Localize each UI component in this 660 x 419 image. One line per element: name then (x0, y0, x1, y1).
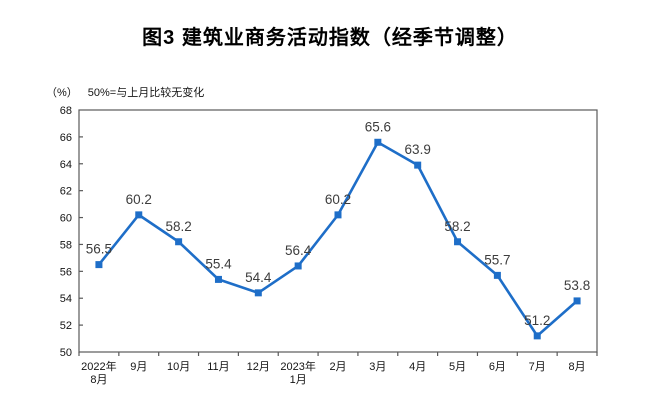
data-label: 54.4 (245, 270, 272, 285)
data-marker (175, 238, 183, 246)
data-marker (414, 161, 422, 169)
y-tick-label: 62 (60, 186, 72, 198)
plot-border (78, 109, 598, 353)
y-tick-label: 58 (60, 239, 72, 251)
data-marker (573, 297, 581, 305)
axis-unit-label: （%） (46, 87, 78, 99)
x-tick-label: 6月 (489, 361, 506, 373)
data-marker (454, 238, 462, 246)
x-tick-label: 2月 (329, 361, 346, 373)
x-tick-label: 9月 (130, 361, 147, 373)
x-tick-label: 3月 (369, 361, 386, 373)
data-marker (334, 211, 342, 219)
data-label: 56.5 (86, 242, 112, 257)
data-label: 51.2 (524, 313, 550, 328)
data-label: 58.2 (165, 219, 191, 234)
y-tick-label: 64 (60, 159, 72, 171)
y-tick-label: 54 (60, 293, 72, 305)
data-marker (135, 211, 143, 219)
data-label: 65.6 (365, 119, 391, 134)
x-tick-label: 7月 (529, 361, 546, 373)
data-label: 58.2 (444, 219, 470, 234)
data-marker (214, 275, 222, 283)
axis-note-text: 50%=与上月比较无变化 (87, 87, 205, 99)
y-tick-label: 60 (60, 213, 72, 225)
data-label: 63.9 (405, 142, 431, 157)
data-label: 53.8 (564, 278, 590, 293)
data-label: 60.2 (325, 192, 351, 207)
x-tick-label: 5月 (449, 361, 466, 373)
x-tick-label: 2023年 (280, 359, 315, 373)
x-tick-label: 2022年 (81, 359, 116, 373)
data-label: 56.4 (285, 243, 312, 258)
chart-title: 图3 建筑业商务活动指数（经季节调整） (142, 27, 518, 49)
x-tick-label: 8月 (90, 374, 107, 386)
data-marker (493, 271, 501, 279)
y-tick-label: 66 (60, 132, 72, 144)
data-line (97, 140, 579, 338)
data-marker (95, 261, 103, 269)
axis-unit-note: （%） 50%=与上月比较无变化 (46, 84, 204, 100)
y-tick-label: 50 (60, 347, 72, 359)
data-marker (374, 138, 382, 146)
data-marker (254, 289, 262, 297)
data-label: 55.4 (205, 256, 232, 271)
x-tick-label: 4月 (409, 361, 426, 373)
data-marker (533, 332, 541, 340)
y-tick-label: 68 (60, 105, 72, 117)
x-tick-label: 12月 (247, 361, 270, 373)
data-label: 55.7 (484, 252, 510, 267)
data-label: 60.2 (126, 192, 152, 207)
x-tick-label: 11月 (207, 361, 229, 373)
data-marker (294, 262, 302, 270)
y-tick-label: 52 (60, 320, 72, 332)
x-tick-label: 10月 (167, 361, 190, 373)
y-tick-label: 56 (60, 266, 72, 278)
x-tick-label: 1月 (290, 374, 307, 386)
x-tick-label: 8月 (569, 361, 586, 373)
